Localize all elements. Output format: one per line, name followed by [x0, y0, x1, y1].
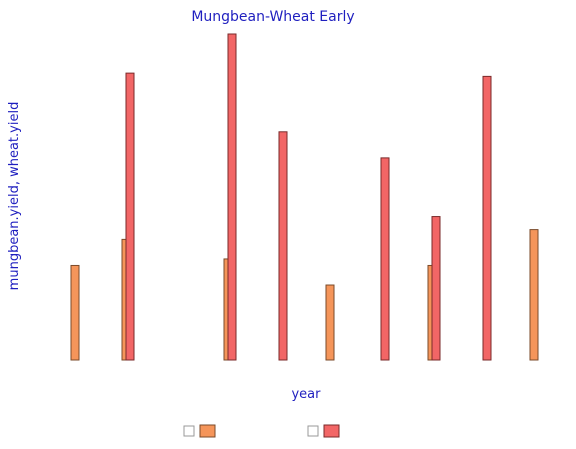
bar-wheat	[227, 33, 237, 361]
chart-title: Mungbean-Wheat Early	[191, 9, 354, 25]
bar-wheat	[482, 75, 492, 361]
legend-checkbox-mungbean[interactable]	[183, 425, 195, 437]
legend-swatch-mungbean	[199, 424, 216, 438]
bar-wheat	[380, 157, 390, 361]
x-axis-label: year	[291, 387, 321, 402]
bar-mungbean	[70, 264, 80, 361]
bar-mungbean	[529, 229, 539, 361]
legend-swatch-wheat	[323, 424, 340, 438]
bars-group	[70, 33, 539, 361]
y-axis-label: mungbean.yield, wheat.yield	[7, 102, 22, 291]
bar-mungbean	[325, 284, 335, 361]
bar-wheat	[125, 72, 135, 361]
legend-checkbox-wheat[interactable]	[307, 425, 319, 437]
bar-wheat	[278, 131, 288, 361]
legend	[183, 424, 340, 438]
bar-wheat	[431, 216, 441, 361]
